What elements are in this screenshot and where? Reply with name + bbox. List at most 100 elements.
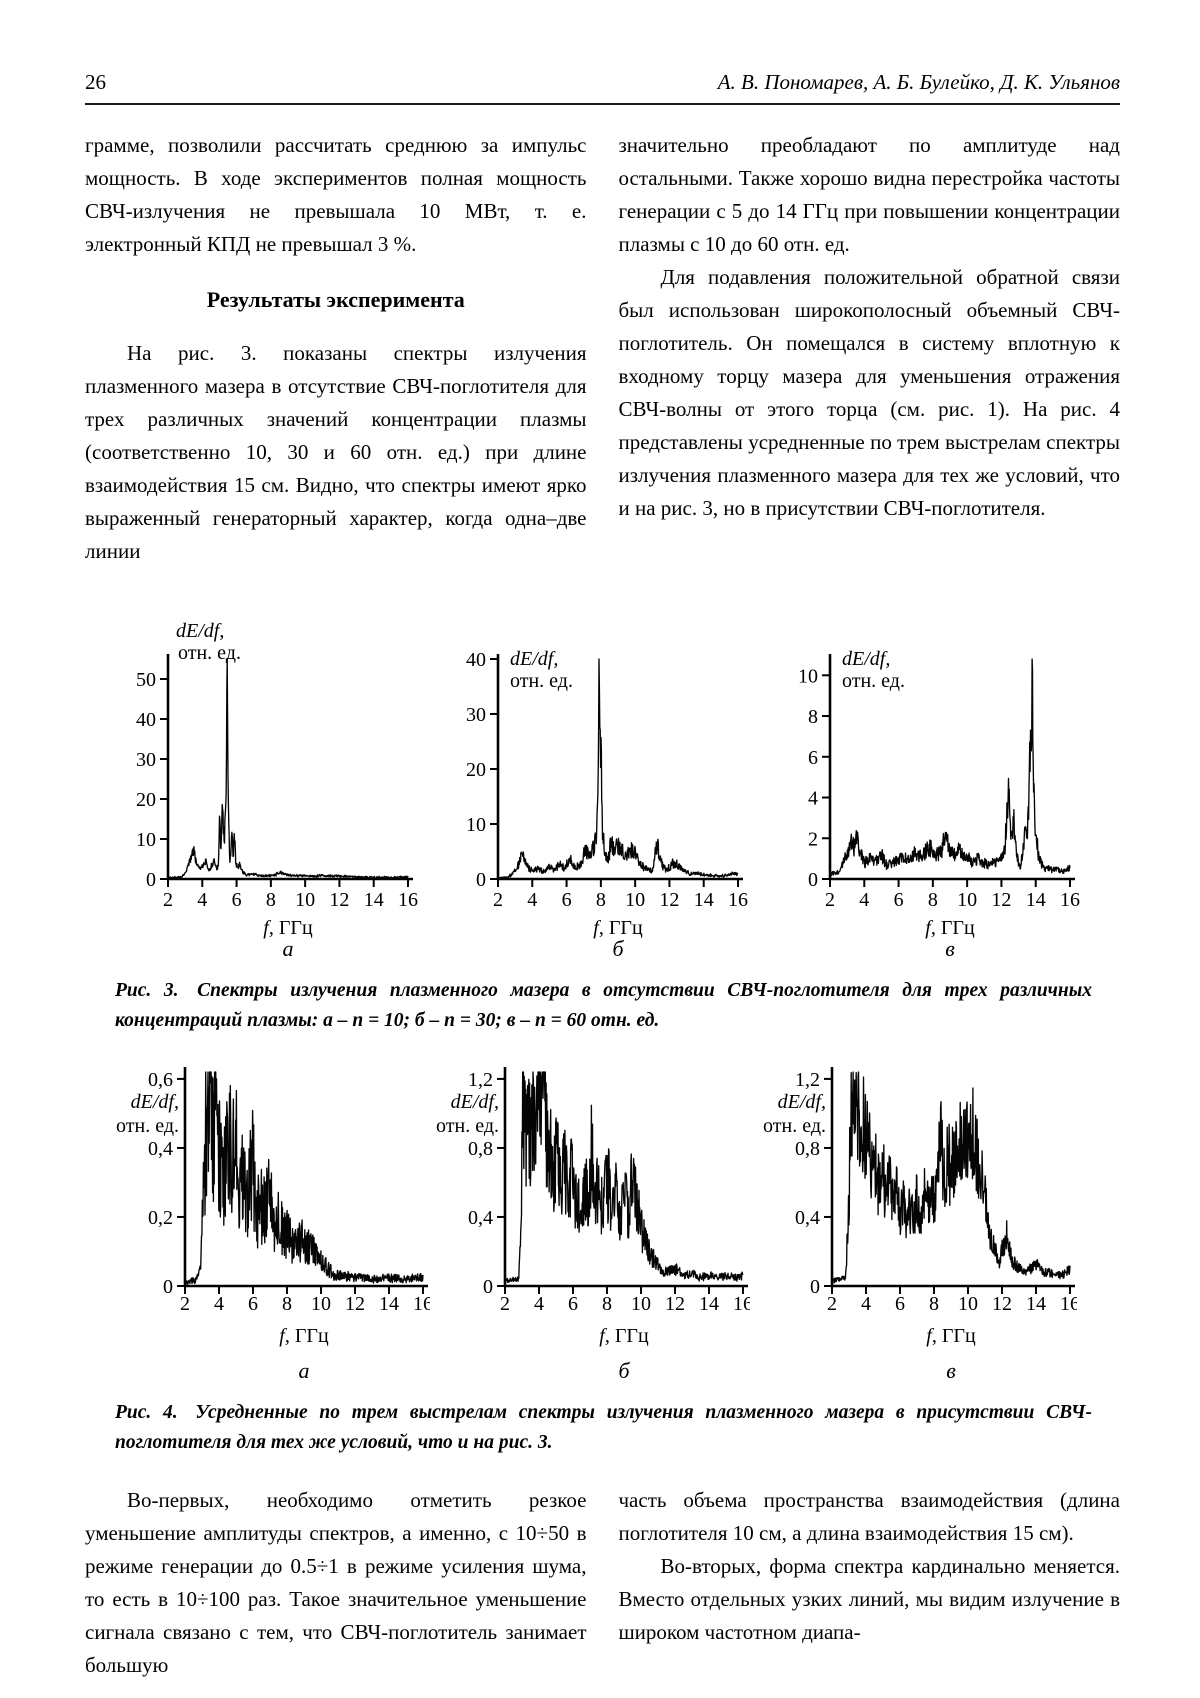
panel-letter: в	[945, 936, 955, 961]
figure4-panel-v: 0 0,4 0,8 1,2 2 4 6 8 10 12 14 16 dE/df, отн. ед. f, Г…	[762, 1058, 1080, 1389]
paragraph: грамме, позволили рассчитать среднюю за …	[85, 133, 587, 256]
x-tick-label: 14	[364, 889, 384, 911]
x-tick-label: 2	[163, 889, 173, 911]
y-axis-units: отн. ед.	[510, 670, 573, 692]
paragraph: значительно преобладают по амплитуде над…	[618, 133, 1121, 256]
x-tick-label: 4	[861, 1293, 871, 1315]
x-tick-label: 12	[329, 889, 349, 911]
x-tick-label: 12	[991, 889, 1011, 911]
y-tick-label: 0	[476, 869, 486, 891]
figure3-caption: Рис. 3. Спектры излучения плазменного ма…	[115, 976, 1092, 1036]
panel-letter: б	[612, 936, 624, 961]
y-tick-label: 10	[466, 814, 486, 836]
y-axis-units: отн. ед.	[178, 642, 241, 664]
top-text-columns: грамме, позволили рассчитать среднюю за …	[85, 129, 1120, 568]
y-tick-label: 0,2	[148, 1207, 173, 1229]
figure4-panel-b: 0 0,4 0,8 1,2 2 4 6 8 10 12 14 16 dE/df, отн. ед. f, Г…	[435, 1058, 753, 1389]
x-tick-label: 4	[859, 889, 869, 911]
y-tick-label: 20	[466, 759, 486, 781]
y-axis-title: dE/df,	[176, 620, 224, 642]
spectrum-curve	[167, 658, 409, 880]
x-tick-label: 8	[596, 889, 606, 911]
x-tick-label: 4	[197, 889, 207, 911]
x-tick-label: 10	[295, 889, 315, 911]
y-axis-units: отн. ед.	[436, 1115, 499, 1137]
x-tick-label: 12	[659, 889, 679, 911]
x-tick-label: 2	[500, 1293, 510, 1315]
y-tick-label: 0	[163, 1276, 173, 1298]
page-header: 26 А. В. Пономарев, А. Б. Булейко, Д. К.…	[85, 70, 1120, 105]
paragraph: часть объема пространства взаимодействия…	[618, 1488, 1121, 1545]
x-tick-label: 12	[345, 1293, 365, 1315]
y-tick-label: 0	[808, 869, 818, 891]
x-tick-label: 10	[311, 1293, 331, 1315]
spectrum-curve	[829, 658, 1071, 877]
y-tick-label: 40	[136, 709, 156, 731]
y-axis-units: отн. ед.	[842, 670, 905, 692]
y-tick-label: 0	[483, 1276, 493, 1298]
x-tick-label: 6	[895, 1293, 905, 1315]
y-tick-label: 0	[810, 1276, 820, 1298]
page-authors: А. В. Пономарев, А. Б. Булейко, Д. К. Ул…	[717, 70, 1120, 94]
y-tick-label: 0,4	[148, 1138, 173, 1160]
x-tick-label: 2	[827, 1293, 837, 1315]
y-tick-label: 50	[136, 669, 156, 691]
y-tick-label: 30	[136, 749, 156, 771]
x-tick-label: 2	[493, 889, 503, 911]
spectrum-curve	[504, 1071, 744, 1284]
y-axis-title: dE/df,	[131, 1091, 179, 1113]
x-tick-label: 6	[248, 1293, 258, 1315]
figure4-caption: Рис. 4. Усредненные по трем выстрелам сп…	[115, 1398, 1092, 1458]
bottom-left-column: Во-первых, необходимо отметить резкое ум…	[85, 1484, 587, 1682]
figure4-caption-label: Рис. 4.	[115, 1402, 178, 1423]
y-axis-units: отн. ед.	[116, 1115, 179, 1137]
top-right-column: значительно преобладают по амплитуде над…	[619, 129, 1121, 568]
paragraph: Во-вторых, форма спектра кардинально мен…	[618, 1554, 1121, 1644]
x-tick-label: 8	[929, 1293, 939, 1315]
x-axis-label: f, ГГц	[926, 1325, 976, 1347]
spectrum-curve	[184, 1071, 424, 1285]
y-axis-units: отн. ед.	[763, 1115, 826, 1137]
panel-letter: а	[283, 936, 294, 961]
x-tick-label: 10	[957, 889, 977, 911]
panel-letter: а	[299, 1358, 310, 1383]
figure4-panel-a: 0 0,2 0,4 0,6 2 4 6 8 10 12 14 16 dE/df, отн. ед. f, Г…	[115, 1058, 433, 1389]
y-tick-label: 1,2	[795, 1069, 820, 1091]
y-tick-label: 10	[798, 665, 818, 687]
fig4v-spectrum-chart: 0 0,4 0,8 1,2 2 4 6 8 10 12 14 16 dE/df,отн. ед. f, Г…	[763, 1067, 1080, 1383]
x-tick-label: 4	[214, 1293, 224, 1315]
fig3a-spectrum-chart: 0 10 20 30 40 50 2 4 6 8 10 12 14 16 dE/df,отн. ед. f, …	[136, 620, 418, 961]
x-tick-label: 2	[825, 889, 835, 911]
x-axis-label: f, ГГц	[279, 1325, 329, 1347]
x-axis-label: f, ГГц	[263, 917, 313, 939]
x-tick-label: 16	[728, 889, 748, 911]
x-tick-label: 6	[894, 889, 904, 911]
section-heading: Результаты эксперимента	[206, 287, 465, 312]
figure3-panel-a: 0 10 20 30 40 50 2 4 6 8 10 12 14 16 dE/df, отн. ед. f, …	[103, 584, 418, 969]
bottom-right-column: часть объема пространства взаимодействия…	[619, 1484, 1121, 1682]
paragraph: Для подавления положительной обратной св…	[618, 265, 1121, 520]
x-tick-label: 16	[413, 1293, 430, 1315]
y-tick-label: 0,6	[148, 1069, 173, 1091]
x-tick-label: 16	[1060, 1293, 1077, 1315]
panel-letter: в	[946, 1358, 956, 1383]
y-axis-title: dE/df,	[778, 1091, 826, 1113]
y-axis-title: dE/df,	[510, 648, 558, 670]
y-tick-label: 4	[808, 788, 818, 810]
y-tick-label: 0,4	[468, 1207, 493, 1229]
x-tick-label: 14	[699, 1293, 719, 1315]
x-tick-label: 16	[1060, 889, 1080, 911]
x-axis-label: f, ГГц	[925, 917, 975, 939]
x-tick-label: 16	[733, 1293, 750, 1315]
y-tick-label: 40	[466, 649, 486, 671]
paragraph: На рис. 3. показаны спектры излучения пл…	[85, 341, 587, 563]
figure3-caption-text: Спектры излучения плазменного мазера в о…	[115, 980, 1093, 1031]
figure3-charts: 0 10 20 30 40 50 2 4 6 8 10 12 14 16 dE/df, отн. ед. f, …	[85, 584, 1120, 966]
spectrum-curve	[831, 1071, 1071, 1284]
y-tick-label: 0	[146, 869, 156, 891]
x-axis-label: f, ГГц	[599, 1325, 649, 1347]
x-tick-label: 8	[928, 889, 938, 911]
x-tick-label: 8	[282, 1293, 292, 1315]
